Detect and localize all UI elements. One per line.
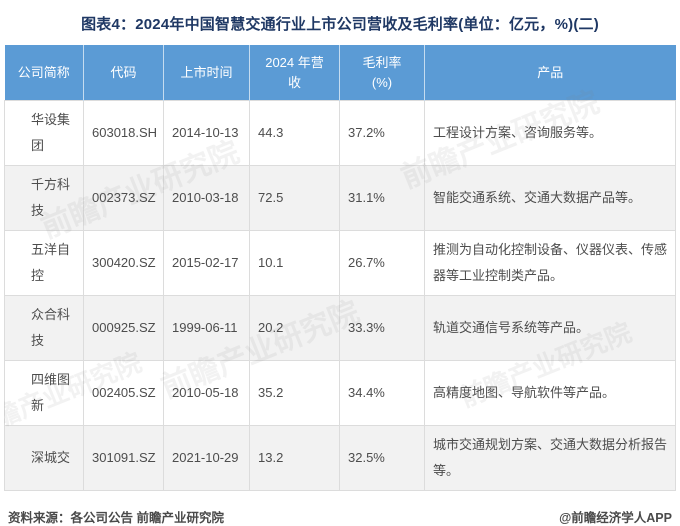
cell-company: 四维图新 bbox=[4, 360, 84, 426]
cell-code: 002405.SZ bbox=[83, 360, 164, 426]
cell-gross-margin: 32.5% bbox=[339, 425, 425, 491]
table-row: 五洋自控 300420.SZ 2015-02-17 10.1 26.7% 推测为… bbox=[4, 230, 676, 296]
cell-gross-margin: 34.4% bbox=[339, 360, 425, 426]
source-note: 资料来源：各公司公告 前瞻产业研究院 bbox=[8, 511, 224, 525]
cell-code: 002373.SZ bbox=[83, 165, 164, 231]
cell-code: 000925.SZ bbox=[83, 295, 164, 361]
table-row: 深城交 301091.SZ 2021-10-29 13.2 32.5% 城市交通… bbox=[4, 425, 676, 491]
cell-code: 300420.SZ bbox=[83, 230, 164, 296]
col-header-company: 公司简称 bbox=[4, 45, 84, 101]
cell-products: 高精度地图、导航软件等产品。 bbox=[424, 360, 676, 426]
table-row: 四维图新 002405.SZ 2010-05-18 35.2 34.4% 高精度… bbox=[4, 360, 676, 426]
cell-listing-date: 2015-02-17 bbox=[163, 230, 250, 296]
col-header-revenue: 2024 年营 收 bbox=[249, 45, 340, 101]
figure-title: 图表4：2024年中国智慧交通行业上市公司营收及毛利率(单位：亿元，%)(二) bbox=[81, 16, 599, 33]
figure-page: 图表4：2024年中国智慧交通行业上市公司营收及毛利率(单位：亿元，%)(二) … bbox=[4, 16, 676, 525]
cell-company: 众合科技 bbox=[4, 295, 84, 361]
cell-code: 603018.SH bbox=[83, 100, 164, 166]
cell-listing-date: 2010-05-18 bbox=[163, 360, 250, 426]
col-header-listing-date: 上市时间 bbox=[163, 45, 250, 101]
cell-company: 千方科技 bbox=[4, 165, 84, 231]
cell-listing-date: 2014-10-13 bbox=[163, 100, 250, 166]
cell-revenue: 72.5 bbox=[249, 165, 340, 231]
cell-products: 城市交通规划方案、交通大数据分析报告等。 bbox=[424, 425, 676, 491]
cell-products: 轨道交通信号系统等产品。 bbox=[424, 295, 676, 361]
table-container: 前瞻产业研究院 前瞻产业研究院 前瞻产业研究院 前瞻产业研究院 前瞻产业研究院 … bbox=[4, 45, 676, 491]
cell-products: 推测为自动化控制设备、仪器仪表、传感器等工业控制类产品。 bbox=[424, 230, 676, 296]
cell-revenue: 44.3 bbox=[249, 100, 340, 166]
footer: 资料来源：各公司公告 前瞻产业研究院 @前瞻经济学人APP bbox=[8, 507, 672, 526]
header-row: 公司简称 代码 上市时间 2024 年营 收 毛利率 (%) 产品 bbox=[4, 45, 676, 101]
cell-listing-date: 1999-06-11 bbox=[163, 295, 250, 361]
col-header-code: 代码 bbox=[83, 45, 164, 101]
credit-note: @前瞻经济学人APP bbox=[559, 511, 672, 525]
table-row: 千方科技 002373.SZ 2010-03-18 72.5 31.1% 智能交… bbox=[4, 165, 676, 231]
cell-gross-margin: 33.3% bbox=[339, 295, 425, 361]
cell-gross-margin: 31.1% bbox=[339, 165, 425, 231]
cell-revenue: 20.2 bbox=[249, 295, 340, 361]
cell-revenue: 10.1 bbox=[249, 230, 340, 296]
cell-gross-margin: 37.2% bbox=[339, 100, 425, 166]
col-header-products: 产品 bbox=[424, 45, 676, 101]
cell-revenue: 13.2 bbox=[249, 425, 340, 491]
company-table: 公司简称 代码 上市时间 2024 年营 收 毛利率 (%) 产品 华设集团 6… bbox=[4, 45, 676, 491]
col-header-gross-margin: 毛利率 (%) bbox=[339, 45, 425, 101]
cell-company: 深城交 bbox=[4, 425, 84, 491]
cell-products: 工程设计方案、咨询服务等。 bbox=[424, 100, 676, 166]
cell-company: 五洋自控 bbox=[4, 230, 84, 296]
table-row: 华设集团 603018.SH 2014-10-13 44.3 37.2% 工程设… bbox=[4, 100, 676, 166]
cell-gross-margin: 26.7% bbox=[339, 230, 425, 296]
cell-listing-date: 2010-03-18 bbox=[163, 165, 250, 231]
cell-products: 智能交通系统、交通大数据产品等。 bbox=[424, 165, 676, 231]
table-row: 众合科技 000925.SZ 1999-06-11 20.2 33.3% 轨道交… bbox=[4, 295, 676, 361]
cell-code: 301091.SZ bbox=[83, 425, 164, 491]
cell-company: 华设集团 bbox=[4, 100, 84, 166]
cell-revenue: 35.2 bbox=[249, 360, 340, 426]
cell-listing-date: 2021-10-29 bbox=[163, 425, 250, 491]
